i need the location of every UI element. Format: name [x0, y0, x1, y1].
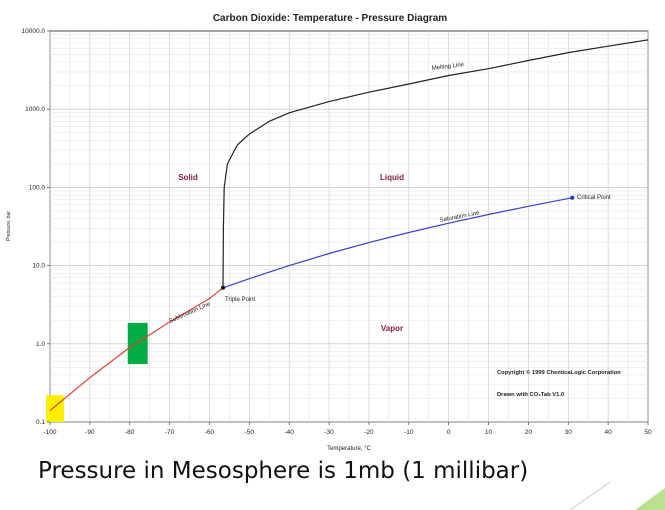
- y-tick-label: 1000.0: [25, 106, 45, 113]
- y-tick-label: 1.0: [36, 341, 45, 348]
- critical-point-label: Critical Point: [577, 195, 611, 201]
- x-tick-label: -10: [404, 429, 414, 436]
- x-axis-ticks: -100 -90 -80 -70 -60 -50 -40 -30 -20 -10 0 10 20 30 40…: [43, 422, 652, 436]
- chart-title: Carbon Dioxide: Temperature - Pressure D…: [213, 13, 447, 24]
- green-corner-accent: [635, 488, 665, 510]
- x-tick-label: -60: [205, 429, 215, 436]
- region-label-solid: Solid: [178, 173, 198, 182]
- x-tick-label: 20: [525, 429, 533, 436]
- x-tick-label: 0: [447, 429, 451, 436]
- saturation-line: [222, 197, 573, 289]
- point-markers: [221, 195, 575, 290]
- y-tick-label: 100.0: [29, 184, 46, 191]
- series-label-melting: Melting Line: [432, 62, 466, 72]
- green-highlight-box: [127, 322, 148, 365]
- x-tick-label: -20: [364, 429, 374, 436]
- x-tick-label: -30: [324, 429, 334, 436]
- series-lines: [49, 39, 649, 412]
- region-label-liquid: Liquid: [380, 173, 404, 182]
- x-tick-label: -50: [245, 429, 255, 436]
- x-tick-label: -40: [284, 429, 294, 436]
- copyright-note: Copyright © 1999 ChemicaLogic Corporatio…: [497, 369, 621, 376]
- x-tick-label: -100: [43, 429, 56, 436]
- drawn-with-note: Drawn with CO₂Tab V1.0: [497, 392, 564, 398]
- sublimation-line: [49, 287, 224, 412]
- x-tick-label: 50: [644, 429, 652, 436]
- x-tick-label: 10: [485, 429, 493, 436]
- y-tick-label: 10000.0: [22, 28, 46, 35]
- y-axis-label: Pressure, bar: [6, 211, 12, 241]
- triple-point-marker: [221, 285, 226, 290]
- y-tick-label: 10.0: [32, 263, 45, 270]
- x-tick-label: -70: [165, 429, 175, 436]
- triple-point-label: Triple Point: [225, 297, 255, 303]
- y-tick-label: 0.1: [36, 419, 45, 426]
- x-tick-label: 40: [605, 429, 613, 436]
- x-tick-label: 30: [565, 429, 573, 436]
- y-axis-ticks: 0.1 1.0 10.0 100.0 1000.0 10000.0: [22, 28, 50, 426]
- caption-text: Pressure in Mesosphere is 1mb (1 milliba…: [38, 458, 529, 484]
- yellow-highlight-box: [46, 395, 64, 422]
- x-axis-label: Temperature, °C: [327, 446, 371, 452]
- grid-lines: [49, 31, 649, 423]
- x-tick-label: -90: [85, 429, 95, 436]
- x-tick-label: -80: [125, 429, 135, 436]
- critical-point-marker: [570, 195, 575, 200]
- melting-line: [222, 39, 649, 288]
- decorative-slash-lines: [569, 481, 665, 510]
- co2-phase-diagram: Carbon Dioxide: Temperature - Pressure D…: [6, 13, 652, 452]
- region-label-vapor: Vapor: [381, 324, 403, 333]
- highlight-boxes: [46, 322, 148, 422]
